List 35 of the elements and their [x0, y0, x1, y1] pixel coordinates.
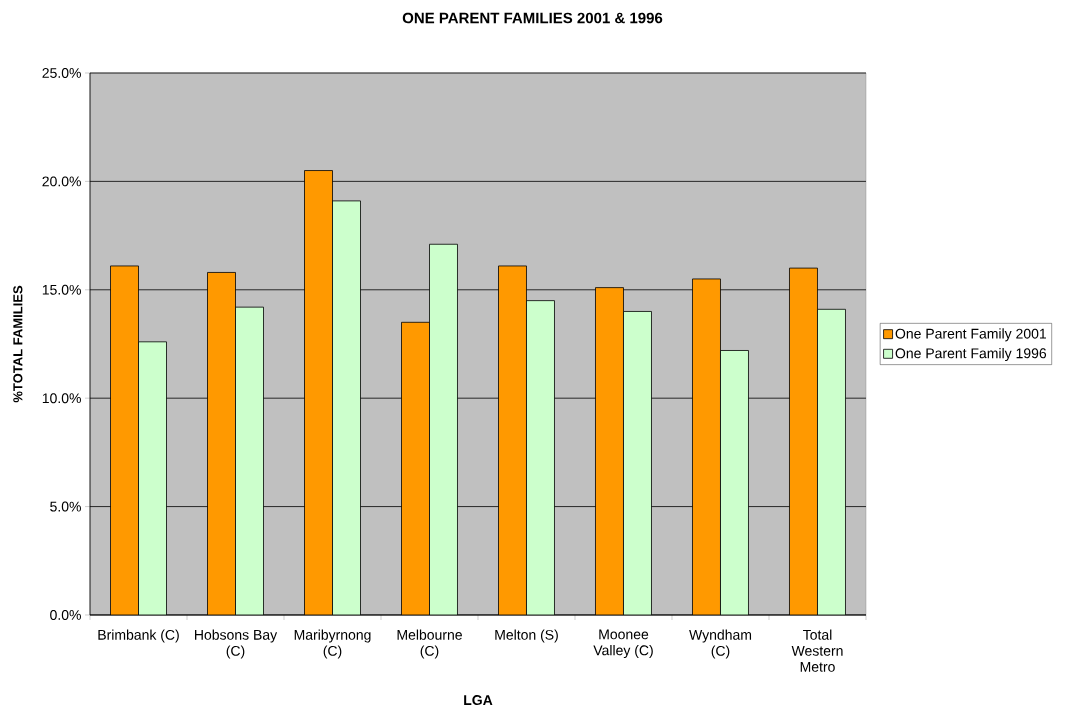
y-tick-label: 20.0% — [42, 176, 81, 187]
bar — [817, 308, 846, 615]
bar — [623, 311, 652, 615]
x-axis-title: LGA — [464, 695, 493, 706]
x-tick-label: Brimbank (C) — [98, 629, 179, 643]
y-tick-label: 25.0% — [42, 68, 81, 78]
x-tick-label: Total Western Metro — [791, 629, 843, 672]
x-tick-label: Hobsons Bay (C) — [195, 629, 278, 659]
x-tick-label: Melbourne (C) — [397, 629, 462, 659]
y-tick-label: 10.0% — [42, 393, 81, 404]
bar — [332, 200, 361, 615]
y-axis-title: %TOTAL FAMILIES — [13, 285, 23, 403]
y-tick-label: 0.0% — [50, 610, 81, 620]
chart-title: ONE PARENT FAMILIES 2001 & 1996 — [402, 12, 663, 24]
legend-label: One Parent Family 2001 — [895, 328, 1046, 342]
x-tick-label: Melton (S) — [495, 629, 558, 643]
bar — [207, 272, 236, 615]
bar — [720, 350, 749, 615]
bar — [692, 278, 721, 615]
bar — [110, 265, 139, 615]
bar — [429, 243, 458, 615]
bar — [789, 267, 818, 615]
y-tick-label: 5.0% — [50, 501, 81, 512]
bar — [526, 300, 555, 615]
bar — [138, 341, 167, 615]
bar — [595, 287, 624, 615]
bar — [498, 265, 527, 615]
x-tick-label: Moonee Valley (C) — [593, 629, 653, 659]
y-tick-label: 15.0% — [42, 284, 81, 295]
bar — [304, 170, 333, 615]
legend-label: One Parent Family 1996 — [895, 347, 1047, 362]
bar — [235, 306, 264, 615]
x-tick-label: Maribyrnong (C) — [294, 629, 371, 659]
x-tick-label: Wyndham (C) — [689, 629, 752, 659]
bar — [401, 321, 430, 615]
